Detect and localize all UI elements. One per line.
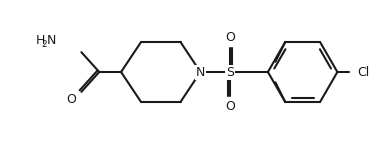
Text: 2: 2	[42, 40, 47, 49]
Text: H: H	[36, 34, 45, 47]
Text: O: O	[66, 93, 76, 106]
Text: O: O	[225, 100, 235, 113]
Text: S: S	[226, 66, 234, 78]
Text: N: N	[196, 66, 205, 78]
Text: N: N	[47, 34, 56, 47]
Text: Cl: Cl	[357, 66, 370, 78]
Text: O: O	[225, 31, 235, 44]
